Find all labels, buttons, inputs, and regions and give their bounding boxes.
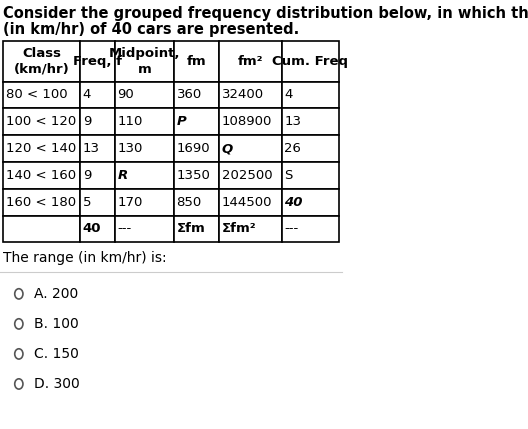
Bar: [115, 162, 174, 189]
Text: P: P: [176, 115, 186, 128]
Text: 1690: 1690: [176, 142, 210, 155]
Text: fm²: fm²: [238, 54, 263, 68]
Bar: [80, 135, 115, 162]
Text: 140 < 160: 140 < 160: [6, 169, 76, 182]
Text: (in km/hr) of 40 cars are presented.: (in km/hr) of 40 cars are presented.: [3, 22, 300, 37]
Bar: [80, 82, 115, 108]
Bar: [281, 215, 339, 242]
Text: 90: 90: [117, 88, 134, 101]
Bar: [219, 135, 281, 162]
Bar: [115, 108, 174, 135]
Text: 4: 4: [285, 88, 293, 101]
Bar: [281, 82, 339, 108]
Bar: [3, 215, 80, 242]
Bar: [281, 189, 339, 215]
Text: 5: 5: [83, 196, 91, 208]
Bar: [281, 41, 339, 82]
Text: Freq, f: Freq, f: [73, 54, 122, 68]
Text: 130: 130: [117, 142, 143, 155]
Text: A. 200: A. 200: [34, 287, 79, 301]
Text: 40: 40: [285, 196, 303, 208]
Text: 80 < 100: 80 < 100: [6, 88, 68, 101]
Text: 13: 13: [83, 142, 100, 155]
Text: Cum. Freq: Cum. Freq: [272, 54, 348, 68]
Bar: [3, 82, 80, 108]
Bar: [80, 41, 115, 82]
Bar: [174, 82, 219, 108]
Text: Midpoint,
m: Midpoint, m: [109, 47, 180, 76]
Bar: [174, 215, 219, 242]
Bar: [3, 162, 80, 189]
Text: 26: 26: [285, 142, 301, 155]
Text: 144500: 144500: [222, 196, 272, 208]
Text: 360: 360: [176, 88, 202, 101]
Text: 160 < 180: 160 < 180: [6, 196, 76, 208]
Text: 13: 13: [285, 115, 301, 128]
Bar: [281, 162, 339, 189]
Text: B. 100: B. 100: [34, 317, 79, 331]
Text: 4: 4: [83, 88, 91, 101]
Text: R: R: [117, 169, 128, 182]
Text: 202500: 202500: [222, 169, 272, 182]
Bar: [174, 135, 219, 162]
Bar: [3, 189, 80, 215]
Text: 1350: 1350: [176, 169, 211, 182]
Text: 32400: 32400: [222, 88, 264, 101]
Bar: [80, 162, 115, 189]
Bar: [219, 82, 281, 108]
Text: 170: 170: [117, 196, 143, 208]
Text: 9: 9: [83, 115, 91, 128]
Bar: [80, 215, 115, 242]
Text: 120 < 140: 120 < 140: [6, 142, 77, 155]
Text: Consider the grouped frequency distribution below, in which the speed: Consider the grouped frequency distribut…: [3, 6, 528, 21]
Text: D. 300: D. 300: [34, 377, 80, 391]
Text: 100 < 120: 100 < 120: [6, 115, 77, 128]
Bar: [3, 135, 80, 162]
Text: Σfm: Σfm: [176, 223, 205, 236]
Text: The range (in km/hr) is:: The range (in km/hr) is:: [3, 251, 167, 265]
Text: 108900: 108900: [222, 115, 272, 128]
Bar: [115, 41, 174, 82]
Text: 9: 9: [83, 169, 91, 182]
Text: C. 150: C. 150: [34, 347, 79, 361]
Bar: [219, 189, 281, 215]
Bar: [115, 135, 174, 162]
Bar: [115, 82, 174, 108]
Bar: [281, 135, 339, 162]
Bar: [3, 41, 80, 82]
Bar: [174, 108, 219, 135]
Text: Class
(km/hr): Class (km/hr): [14, 47, 70, 76]
Bar: [3, 108, 80, 135]
Bar: [219, 162, 281, 189]
Text: 110: 110: [117, 115, 143, 128]
Bar: [115, 215, 174, 242]
Bar: [80, 189, 115, 215]
Bar: [80, 108, 115, 135]
Text: ---: ---: [285, 223, 299, 236]
Text: S: S: [285, 169, 293, 182]
Bar: [174, 189, 219, 215]
Text: 40: 40: [83, 223, 101, 236]
Text: 850: 850: [176, 196, 202, 208]
Text: fm: fm: [186, 54, 206, 68]
Text: ---: ---: [117, 223, 131, 236]
Text: Q: Q: [222, 142, 233, 155]
Bar: [219, 108, 281, 135]
Bar: [174, 41, 219, 82]
Bar: [115, 189, 174, 215]
Bar: [281, 108, 339, 135]
Bar: [219, 41, 281, 82]
Text: Σfm²: Σfm²: [222, 223, 257, 236]
Bar: [174, 162, 219, 189]
Bar: [219, 215, 281, 242]
